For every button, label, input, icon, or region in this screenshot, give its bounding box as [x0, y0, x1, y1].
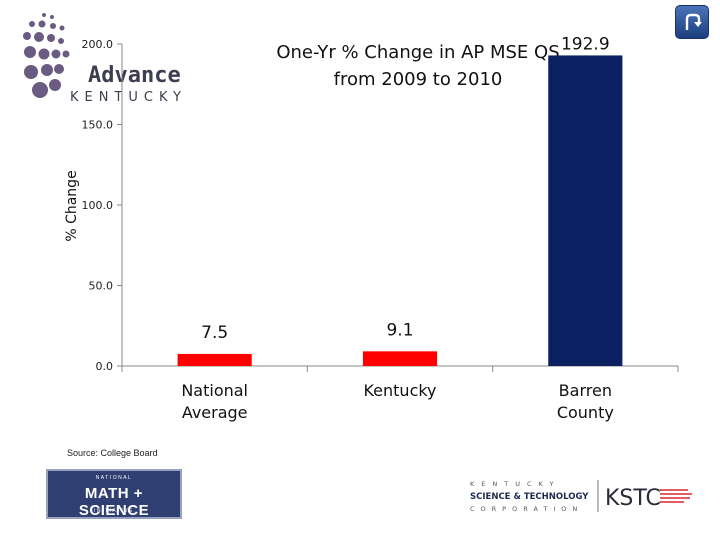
source-note: Source: College Board — [67, 448, 158, 458]
y-tick-label: 0.0 — [96, 360, 114, 373]
data-label: 7.5 — [201, 323, 228, 343]
chart-title-line: One-Yr % Change in AP MSE QS — [276, 42, 559, 63]
math-logo-main: MATH + SCIENCE — [78, 485, 150, 519]
math-logo-bottom: INITIATIVE — [94, 508, 134, 514]
chart-labels: 7.5 National Average 9.1 Kentucky 192.9 Barren… — [181, 34, 613, 422]
kstc-logo: KENTUCKY SCIENCE & TECHNOLOGY CORPORATIO… — [470, 480, 692, 513]
bar — [362, 351, 438, 366]
category-label: Kentucky — [363, 381, 436, 400]
category-label: National — [181, 381, 248, 400]
chart-bars — [177, 55, 623, 366]
data-label: 192.9 — [561, 34, 610, 54]
y-tick-label: 50.0 — [89, 280, 114, 293]
category-label: Barren — [559, 381, 612, 400]
kstc-line3: CORPORATION — [470, 505, 583, 513]
data-label: 9.1 — [386, 320, 413, 340]
advance-kentucky-logo: Advance KENTUCKY — [23, 13, 187, 105]
y-axis-label: % Change — [64, 170, 80, 241]
category-label: County — [557, 403, 614, 422]
category-label: Average — [182, 403, 248, 422]
math-science-initiative-logo: NATIONAL MATH + SCIENCE INITIATIVE — [46, 469, 182, 519]
return-button[interactable] — [675, 5, 709, 39]
chart-title-line: from 2009 to 2010 — [334, 69, 503, 90]
chart-title: One-Yr % Change in AP MSE QS from 2009 to… — [276, 42, 559, 90]
bar — [177, 353, 252, 366]
advance-logo-wordmark: Advance — [88, 63, 181, 88]
kstc-line2: SCIENCE & TECHNOLOGY — [470, 492, 589, 502]
bar — [548, 55, 623, 366]
math-logo-top: NATIONAL — [95, 475, 133, 481]
y-tick-label: 100.0 — [82, 199, 114, 212]
return-arrow-icon — [685, 13, 702, 30]
kstc-abbr: KSTC — [605, 486, 661, 511]
kstc-line1: KENTUCKY — [470, 480, 561, 488]
y-tick-label: 200.0 — [82, 38, 114, 51]
y-tick-label: 150.0 — [82, 119, 114, 132]
advance-logo-state: KENTUCKY — [70, 90, 187, 105]
